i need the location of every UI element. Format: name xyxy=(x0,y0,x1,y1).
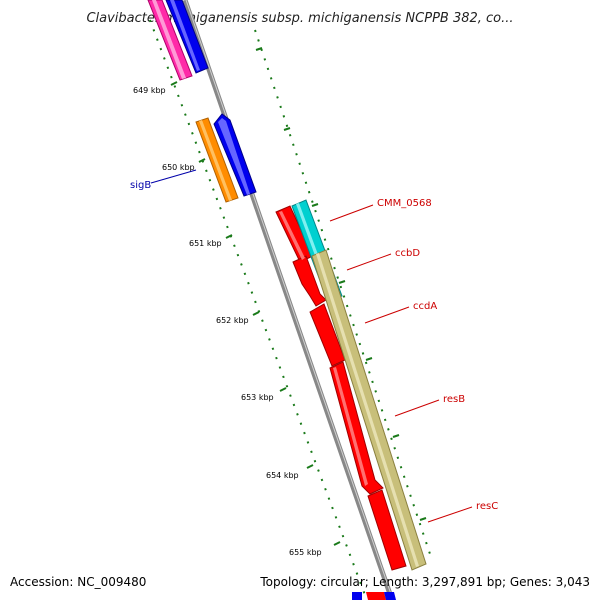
ccda-leader xyxy=(364,306,410,324)
gene-red-4-highlight xyxy=(333,367,368,486)
major-tick xyxy=(252,311,260,316)
ccbd-leader xyxy=(346,253,392,271)
gene-red-2[interactable] xyxy=(292,255,327,307)
outer-tick-track xyxy=(254,29,433,561)
outer-tick xyxy=(338,280,346,284)
major-tick xyxy=(306,464,314,469)
outer-tick xyxy=(365,357,373,361)
outer-dotted-track xyxy=(254,29,433,561)
gene-blue-sigb-highlight xyxy=(218,118,250,195)
outer-tick xyxy=(283,127,291,131)
outer-tick xyxy=(255,47,263,51)
major-tick xyxy=(170,81,178,86)
accession-text: Accession: NC_009480 xyxy=(10,575,146,589)
gene-label-sigb[interactable]: sigB xyxy=(130,180,151,191)
genome-backbone-highlight xyxy=(185,0,394,600)
sigb-leader xyxy=(150,169,197,184)
gene-blue-bottom-2[interactable] xyxy=(384,592,396,600)
tick-label-650: 650 kbp xyxy=(162,163,195,172)
cmm0568-leader xyxy=(329,204,374,222)
tick-label-651: 651 kbp xyxy=(189,239,222,248)
major-tick xyxy=(279,387,287,392)
major-tick xyxy=(333,541,341,546)
map-title: Clavibacter michiganensis subsp. michiga… xyxy=(86,11,513,26)
genome-summary-text: Topology: circular; Length: 3,297,891 bp… xyxy=(259,575,590,589)
outer-tick xyxy=(392,434,400,438)
gene-label-ccbd[interactable]: ccbD xyxy=(395,248,420,259)
resb-leader xyxy=(394,399,440,417)
gene-label-ccda[interactable]: ccdA xyxy=(413,301,437,312)
tick-label-655: 655 kbp xyxy=(289,548,322,557)
major-tick xyxy=(198,158,206,163)
gene-orange-highlight xyxy=(199,120,232,201)
gene-blue-bottom[interactable] xyxy=(352,592,362,600)
major-ticks xyxy=(170,81,341,546)
gene-label-cmm0568[interactable]: CMM_0568 xyxy=(377,198,432,209)
gene-red-5[interactable] xyxy=(367,489,407,571)
inner-dotted-track xyxy=(149,19,366,596)
gene-khaki-highlight xyxy=(316,253,419,567)
gene-red-1-highlight xyxy=(279,211,305,260)
gene-label-resb[interactable]: resB xyxy=(443,394,465,405)
inner-tick-track xyxy=(149,19,366,596)
resc-leader xyxy=(427,506,473,523)
red-gene-chain xyxy=(275,205,407,571)
tick-label-653: 653 kbp xyxy=(241,393,274,402)
gene-pink-top-highlight xyxy=(152,0,186,79)
gene-label-resc[interactable]: resC xyxy=(476,501,498,512)
gene-red-bottom[interactable] xyxy=(366,592,386,600)
major-tick xyxy=(225,234,233,239)
outer-major-ticks xyxy=(255,47,427,521)
tick-label-649: 649 kbp xyxy=(133,86,166,95)
tick-label-654: 654 kbp xyxy=(266,471,299,480)
tick-label-652: 652 kbp xyxy=(216,316,249,325)
genome-backbone xyxy=(182,0,395,600)
outer-tick xyxy=(311,203,319,207)
gene-blue-top-highlight xyxy=(170,0,200,71)
outer-tick xyxy=(419,517,427,521)
